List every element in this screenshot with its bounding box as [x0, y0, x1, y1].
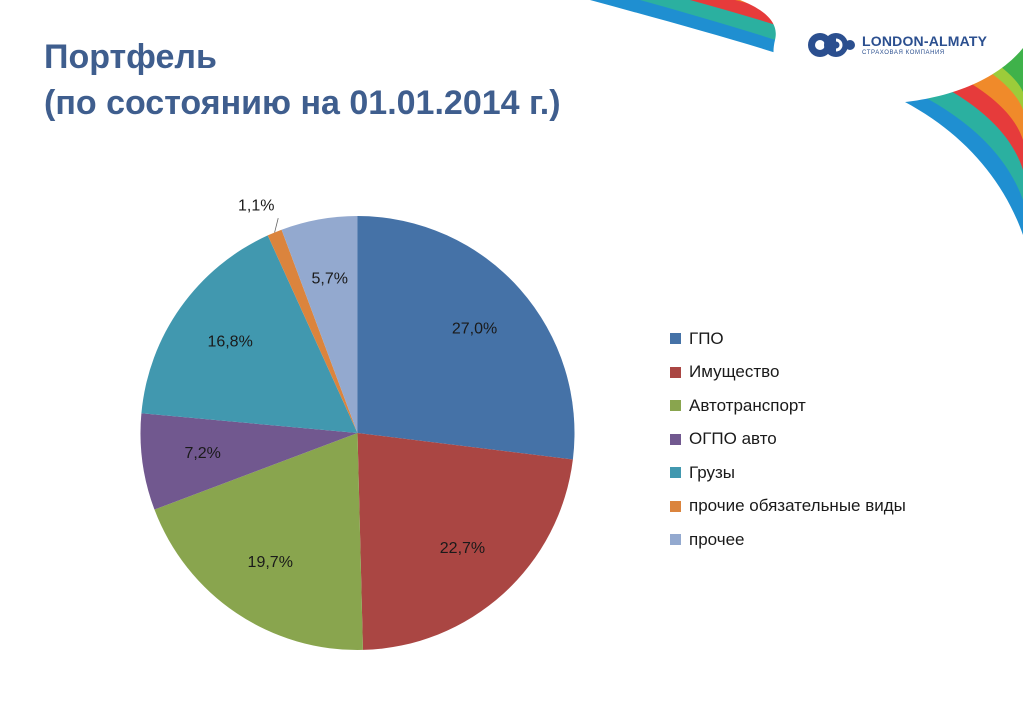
- legend-item-огпо-авто: ОГПО авто: [670, 423, 906, 457]
- legend-label: Имущество: [689, 362, 780, 382]
- title-line-2: (по состоянию на 01.01.2014 г.): [44, 84, 561, 122]
- legend-item-прочие-обязательные-виды: прочие обязательные виды: [670, 490, 906, 524]
- pie-slice-4: [141, 235, 358, 433]
- pie-slice-6: [281, 216, 358, 433]
- legend-swatch: [670, 400, 681, 412]
- legend-label: ОГПО авто: [689, 429, 777, 449]
- pie-slice-0: [357, 216, 575, 460]
- pie-data-label-0: 27,0%: [452, 321, 497, 338]
- logo-mark-icon: [808, 33, 855, 57]
- legend-swatch: [670, 433, 681, 445]
- pie-slice-1: [357, 433, 573, 650]
- pie-data-label-4: 16,8%: [207, 334, 252, 351]
- legend-item-имущество: Имущество: [670, 356, 906, 390]
- pie-leader-line-5: [274, 218, 279, 233]
- legend-item-автотранспорт: Автотранспорт: [670, 389, 906, 423]
- legend-item-гпо: ГПО: [670, 322, 906, 356]
- pie-slice-2: [154, 433, 363, 650]
- legend-swatch: [670, 500, 681, 512]
- pie-data-label-5: 1,1%: [238, 197, 274, 214]
- pie-data-label-1: 22,7%: [440, 540, 485, 557]
- chart-legend: ГПО Имущество Автотранспорт ОГПО авто Грузы п…: [670, 322, 906, 557]
- legend-swatch: [670, 467, 681, 479]
- company-logo: LONDON-ALMATY СТРАХОВАЯ КОМПАНИЯ: [806, 30, 987, 60]
- page-title: Портфель (по состоянию на 01.01.2014 г.): [44, 34, 561, 126]
- legend-swatch: [670, 534, 681, 546]
- legend-swatch: [670, 333, 681, 345]
- legend-label: прочее: [689, 529, 745, 549]
- legend-item-грузы: Грузы: [670, 456, 906, 490]
- pie-slice-3: [140, 413, 358, 510]
- legend-label: ГПО: [689, 328, 724, 348]
- legend-label: Грузы: [689, 462, 736, 482]
- pie-slice-5: [267, 229, 358, 433]
- logo-name: LONDON-ALMATY: [862, 32, 988, 49]
- logo-subtitle: СТРАХОВАЯ КОМПАНИЯ: [862, 49, 945, 56]
- pie-data-label-3: 7,2%: [184, 445, 220, 462]
- legend-label: прочие обязательные виды: [689, 496, 906, 516]
- pie-data-label-2: 19,7%: [248, 554, 293, 571]
- title-line-1: Портфель: [44, 38, 217, 76]
- legend-item-прочее: прочее: [670, 523, 906, 557]
- legend-swatch: [670, 366, 681, 378]
- pie-data-label-6: 5,7%: [311, 270, 347, 287]
- legend-label: Автотранспорт: [689, 395, 806, 415]
